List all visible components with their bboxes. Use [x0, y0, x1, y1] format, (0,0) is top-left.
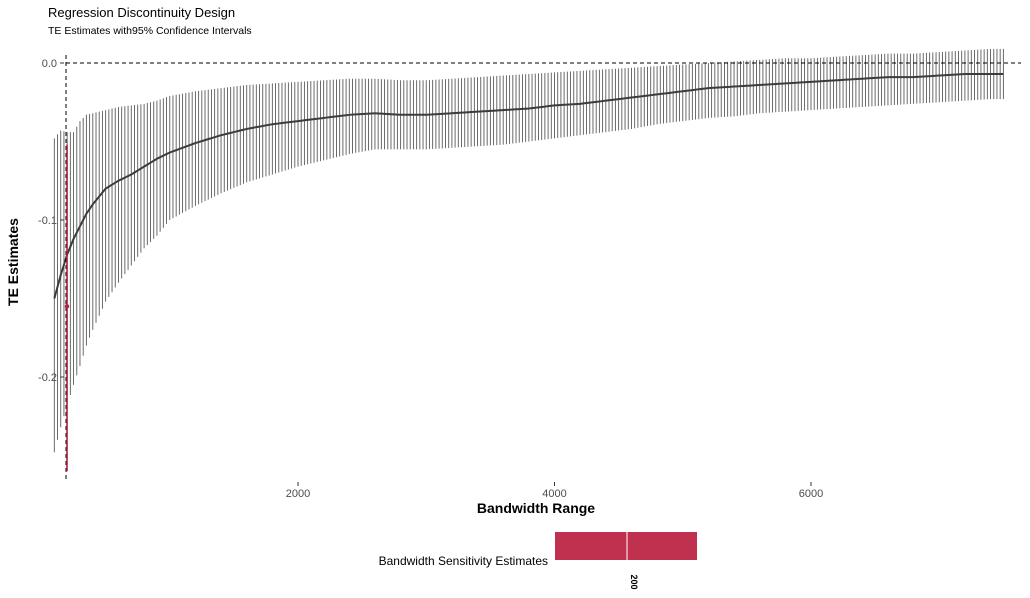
y-axis-title: TE Estimates: [5, 218, 21, 306]
y-tick-label: -0.1: [38, 215, 57, 227]
legend: Bandwidth Sensitivity Estimates 200: [379, 532, 697, 590]
y-axis-ticks: 0.0 -0.1 -0.2: [38, 58, 64, 384]
y-tick-label: -0.2: [38, 372, 57, 384]
highlight-estimate: [64, 144, 70, 472]
x-tick-label: 2000: [286, 488, 310, 500]
estimate-line: [53, 72, 1004, 299]
estimate-line-group: [53, 72, 1004, 299]
legend-label: 200: [629, 574, 639, 589]
x-axis-ticks: 2000 4000 6000: [286, 482, 823, 500]
legend-colorbar: [555, 532, 697, 560]
chart-subtitle: TE Estimates with95% Confidence Interval…: [48, 25, 252, 37]
x-axis-title: Bandwidth Range: [477, 500, 595, 516]
x-tick-label: 6000: [799, 488, 823, 500]
legend-title: Bandwidth Sensitivity Estimates: [379, 554, 548, 568]
y-tick-label: 0.0: [42, 58, 57, 70]
chart-title: Regression Discontinuity Design: [48, 5, 235, 20]
x-tick-label: 4000: [542, 488, 566, 500]
highlight-point: [64, 304, 70, 309]
